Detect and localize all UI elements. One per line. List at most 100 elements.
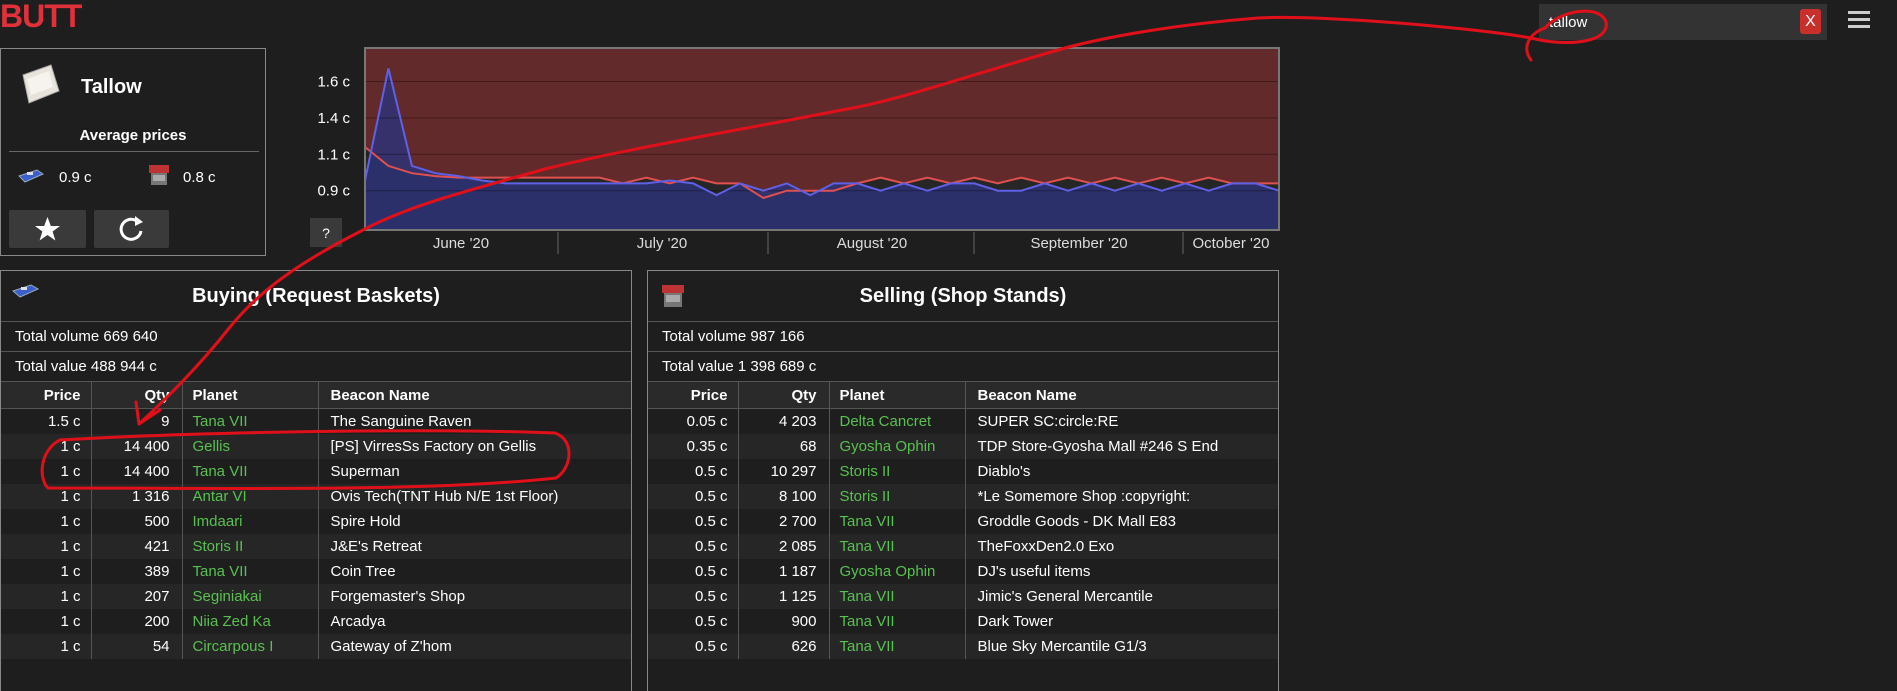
table-row: 1 c 389 Tana VII Coin Tree [1, 559, 631, 584]
column-header: Planet [829, 381, 966, 409]
table-cell: 1 316 [91, 484, 183, 509]
table-cell: 0.5 c [648, 559, 739, 584]
column-header-row: Price Qty Planet Beacon Name [648, 381, 1278, 409]
planet-cell: Tana VII [829, 634, 966, 659]
table-row: 1 c 14 400 Tana VII Superman [1, 459, 631, 484]
table-cell: 0.5 c [648, 534, 739, 559]
table-cell: 1 c [1, 509, 92, 534]
table-cell: 1 c [1, 634, 92, 659]
table-cell: 1 c [1, 459, 92, 484]
planet-cell: Tana VII [829, 509, 966, 534]
planet-cell: Gyosha Ophin [829, 434, 966, 459]
table-cell: SUPER SC:circle:RE [977, 413, 1119, 430]
table-cell: J&E's Retreat [318, 534, 631, 559]
table-row: 0.5 c 626 Tana VII Blue Sky Mercantile G1/3 [648, 634, 1278, 659]
planet-cell: Niia Zed Ka [182, 609, 319, 634]
table-cell: 0.5 c [648, 459, 739, 484]
table-cell: 1 187 [738, 559, 830, 584]
table-row: 0.35 c 68 Gyosha Ophin TDP Store-Gyosha Mal… [648, 434, 1278, 459]
table-cell: [PS] VirresSs Factory on Gellis [318, 434, 631, 459]
table-cell: Ovis Tech(TNT Hub N/E 1st Floor) [318, 484, 631, 509]
x-label: October '20 [1192, 235, 1269, 252]
planet-cell: Gellis [182, 434, 319, 459]
total-volume: Total volume 669 640 [1, 321, 631, 351]
item-icon [22, 64, 60, 104]
table-row: 0.5 c 10 297 Storis II Diablo's [648, 459, 1278, 484]
x-label: August '20 [837, 235, 907, 252]
search-text[interactable]: tallow [1549, 14, 1588, 31]
logo[interactable]: BUTT [0, 0, 82, 34]
table-row: 1 c 207 Seginiakai Forgemaster's Shop [1, 584, 631, 609]
planet-cell: Tana VII [182, 559, 319, 584]
clear-button[interactable]: X [1800, 9, 1821, 34]
table-cell: 626 [738, 634, 830, 659]
table-row: 1 c 200 Niia Zed Ka Arcadya [1, 609, 631, 634]
table-cell: 0.35 c [648, 434, 739, 459]
planet-cell: Tana VII [182, 459, 319, 484]
table-cell: Blue Sky Mercantile G1/3 [965, 634, 1278, 659]
table-cell: Dark Tower [977, 613, 1054, 630]
table-row: 0.5 c 900 Tana VII Dark Tower [648, 609, 1278, 634]
y-tick-label: 0.9 c [317, 183, 350, 200]
table-cell: 421 [91, 534, 183, 559]
table-cell: Arcadya [330, 613, 386, 630]
table-cell: 0.5 c [648, 509, 739, 534]
table-cell: 0.5 c [648, 584, 739, 609]
table-row: 1.5 c 9 Tana VII The Sanguine Raven [1, 408, 631, 434]
total-value: Total value 1 398 689 c [648, 351, 1278, 381]
planet-cell: Antar VI [182, 484, 319, 509]
table-cell: 4 203 [738, 408, 830, 434]
table: Price Qty Planet Beacon Name 1.5 c 9 Tana VII T… [1, 381, 631, 659]
table-cell: 1 c [1, 584, 92, 609]
x-label: June '20 [433, 235, 489, 252]
table-cell: Coin Tree [330, 563, 396, 580]
column-header: Price [1, 381, 92, 409]
search-box[interactable]: tallow [1539, 4, 1827, 40]
table-cell: The Sanguine Raven [330, 413, 472, 430]
planet-cell: Seginiakai [182, 584, 319, 609]
table-cell: 1 c [1, 484, 92, 509]
table-cell: Jimic's General Mercantile [965, 584, 1278, 609]
planet-cell: Tana VII [182, 408, 319, 434]
table-cell: TDP Store-Gyosha Mall #246 S End [965, 434, 1278, 459]
total-volume: Total volume 987 166 [648, 321, 1278, 351]
x-label: September '20 [1030, 235, 1127, 252]
table-cell: 0.5 c [648, 484, 739, 509]
price-chart: 1.6 c 1.4 c 1.1 c 0.9 c June '20 July '20 Augu… [310, 47, 1280, 254]
y-tick-label: 1.1 c [317, 146, 350, 163]
table-cell: 1.5 c [1, 408, 92, 434]
table-cell: Spire Hold [330, 513, 401, 530]
total-value: Total value 488 944 c [1, 351, 631, 381]
table-cell: 14 400 [91, 434, 183, 459]
buy-icon [18, 169, 45, 183]
menu-icon[interactable] [1848, 10, 1870, 30]
buying-panel: Buying (Request Baskets) Total volume 669… [0, 270, 632, 691]
table-cell: Superman [330, 463, 400, 480]
y-tick-label: 1.4 c [317, 110, 350, 127]
table-cell: 68 [738, 434, 830, 459]
column-header: Qty [738, 381, 830, 409]
planet-cell: Tana VII [829, 534, 966, 559]
column-header-row: Price Qty Planet Beacon Name [1, 381, 631, 409]
table-cell: 2 700 [738, 509, 830, 534]
table-cell: Diablo's [977, 463, 1031, 480]
table-row: 1 c 54 Circarpous I Gateway of Z'hom [1, 634, 631, 659]
favorite-button[interactable] [9, 210, 86, 248]
panel-title: Buying (Request Baskets) [192, 285, 440, 307]
planet-cell: Storis II [829, 459, 966, 484]
planet-cell: Delta Cancret [829, 408, 966, 434]
column-header: Price [648, 381, 739, 409]
planet-cell: Circarpous I [182, 634, 319, 659]
table-row: 1 c 500 Imdaari Spire Hold [1, 509, 631, 534]
panel-title: Selling (Shop Stands) [859, 285, 1067, 307]
table-cell: 1 c [1, 434, 92, 459]
help-text[interactable]: ? [322, 225, 330, 241]
column-header: Beacon Name [965, 381, 1278, 409]
column-header: Qty [91, 381, 183, 409]
